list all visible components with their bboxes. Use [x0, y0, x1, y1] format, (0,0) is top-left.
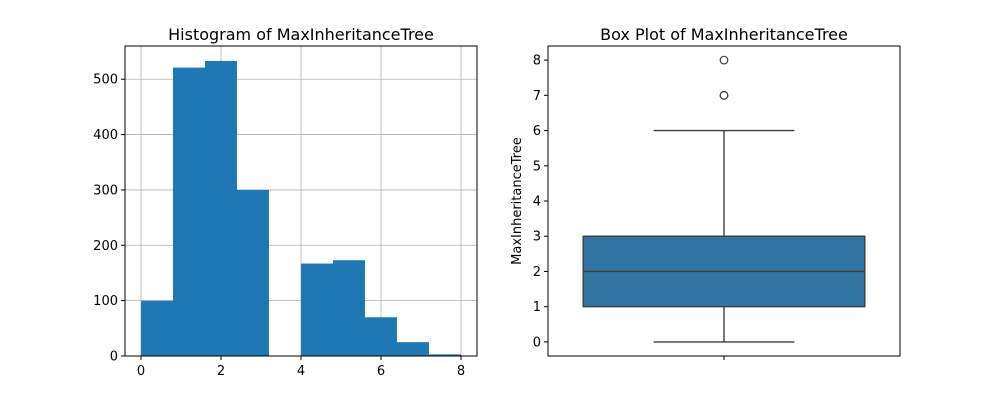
histogram-bar — [173, 67, 205, 356]
histogram-bar — [397, 342, 429, 356]
boxplot-y-tick-label: 5 — [533, 159, 541, 174]
boxplot-y-tick-label: 8 — [533, 54, 541, 69]
histogram-bar — [365, 317, 397, 356]
histogram-y-tick-label: 500 — [93, 73, 118, 88]
boxplot-y-ticks: 0 1 2 3 4 5 6 7 8 — [533, 54, 548, 350]
histogram-bar — [237, 189, 269, 356]
histogram-chart: 0 2 4 6 8 0 100 200 300 400 500 Histogram of MaxI… — [93, 25, 478, 379]
histogram-bars — [141, 60, 461, 356]
histogram-x-tick-label: 4 — [297, 364, 305, 379]
histogram-x-tick-label: 2 — [217, 364, 225, 379]
boxplot-y-tick-label: 0 — [533, 335, 541, 350]
histogram-bar — [205, 60, 237, 356]
histogram-y-tick-label: 0 — [110, 350, 118, 365]
boxplot-y-tick-label: 3 — [533, 230, 541, 245]
histogram-x-tick-label: 6 — [377, 364, 385, 379]
histogram-bar — [333, 260, 365, 356]
histogram-x-tick-label: 8 — [457, 364, 465, 379]
boxplot-chart: 0 1 2 3 4 5 6 7 8 Box Plot of MaxInheritanceTree… — [510, 25, 901, 360]
histogram-y-tick-label: 200 — [93, 239, 118, 254]
boxplot-y-tick-label: 7 — [533, 89, 541, 104]
histogram-y-ticks: 0 100 200 300 400 500 — [93, 73, 125, 365]
boxplot-outlier-point — [719, 55, 729, 65]
boxplot-y-tick-label: 4 — [533, 195, 541, 210]
boxplot-y-tick-label: 1 — [533, 300, 541, 315]
boxplot-y-tick-label: 6 — [533, 124, 541, 139]
boxplot-title: Box Plot of MaxInheritanceTree — [600, 25, 848, 44]
histogram-bar — [301, 263, 333, 356]
histogram-y-tick-label: 300 — [93, 183, 118, 198]
boxplot-y-axis-label: MaxInheritanceTree — [510, 137, 525, 265]
boxplot-body — [582, 55, 866, 343]
histogram-x-ticks: 0 2 4 6 8 — [137, 356, 465, 379]
boxplot-y-tick-label: 2 — [533, 265, 541, 280]
histogram-bar — [141, 300, 173, 356]
histogram-title: Histogram of MaxInheritanceTree — [168, 25, 434, 44]
histogram-y-tick-label: 400 — [93, 128, 118, 143]
histogram-y-tick-label: 100 — [93, 294, 118, 309]
histogram-bar — [429, 354, 461, 356]
boxplot-outlier-point — [719, 90, 729, 100]
histogram-x-tick-label: 0 — [137, 364, 145, 379]
